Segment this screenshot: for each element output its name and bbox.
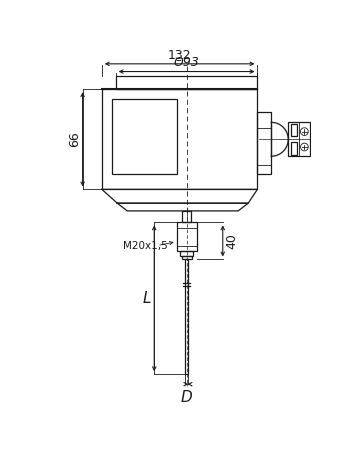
Bar	[291, 124, 298, 136]
Bar	[182, 256, 192, 259]
Text: 132: 132	[168, 49, 191, 61]
Bar	[112, 99, 177, 174]
Text: Θ93: Θ93	[174, 56, 200, 69]
Text: D: D	[181, 390, 192, 405]
Bar	[291, 142, 298, 155]
Text: 66: 66	[69, 131, 81, 147]
Bar	[176, 222, 197, 251]
Bar	[288, 122, 310, 156]
Bar	[182, 211, 191, 222]
Bar	[185, 259, 189, 374]
Bar	[116, 76, 257, 89]
Text: L: L	[142, 291, 151, 306]
Bar	[102, 89, 257, 189]
Bar	[257, 112, 271, 174]
Text: 40: 40	[226, 233, 239, 249]
Text: M20x1,5: M20x1,5	[124, 241, 168, 251]
Bar	[180, 251, 193, 256]
